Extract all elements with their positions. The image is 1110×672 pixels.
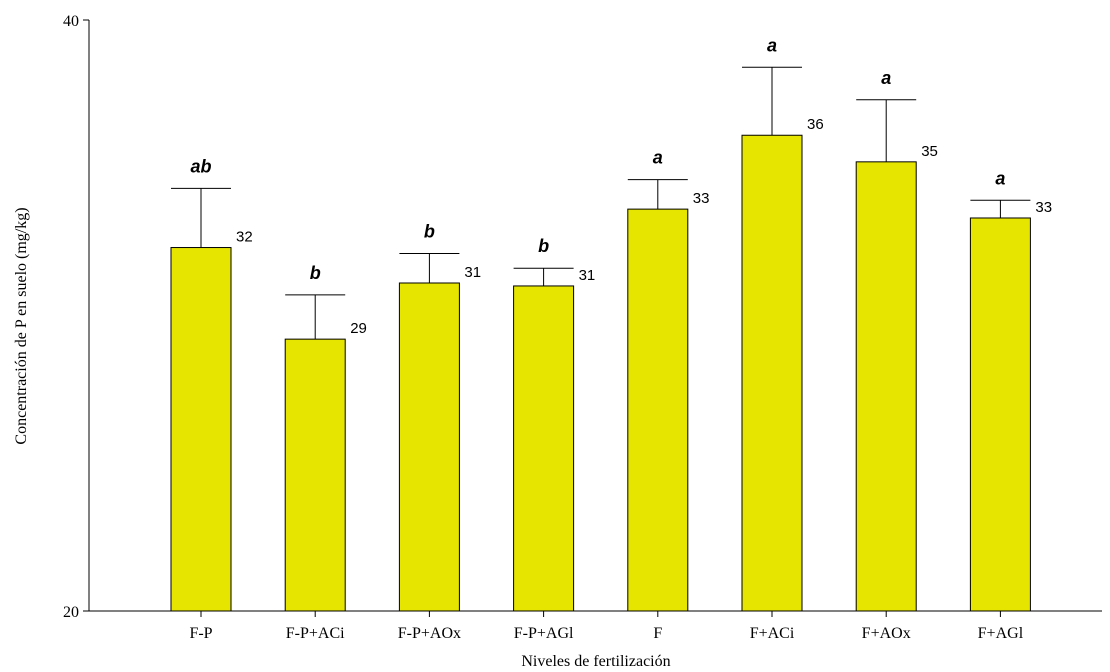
x-ticks: F-P F-P+ACi F-P+AOx F-P+AGl F F+ACi F+AOx F+AGl [189,611,1024,642]
y-tick-label: 20 [63,604,79,621]
significance-letter: a [995,168,1005,188]
data-label: 29 [350,320,367,337]
bar [741,134,803,612]
x-axis-label: Niveles de fertilización [521,653,670,670]
significance-letter: a [767,35,777,55]
bar [284,338,346,612]
bar [398,282,460,612]
x-tick-label: F+AOx [862,625,911,642]
data-label: 31 [579,267,596,284]
significance-letter: ab [190,156,211,176]
data-label: 32 [236,229,253,246]
significance-letter: a [881,68,891,88]
x-tick-label: F-P+AGl [514,625,574,642]
x-tick-label: F+AGl [978,625,1024,642]
bar [627,208,689,612]
significance-letter: b [310,263,321,283]
x-tick-label: F-P+ACi [286,625,345,642]
significance-letter: b [424,221,435,241]
data-label: 33 [1035,199,1052,216]
y-tick-label: 40 [63,13,79,30]
chart-axes [88,20,1102,612]
bar [513,285,575,612]
x-tick-label: F+ACi [750,625,795,642]
y-axis-label: Concentración de P en suelo (mg/kg) [13,207,30,444]
bar [170,247,232,612]
x-tick-label: F [653,625,662,642]
data-label: 35 [921,143,938,160]
data-label: 31 [464,264,481,281]
bars: 32 ab 29 b 31 b 31 b 33 a 36 a 35 a 33 a [170,35,1052,612]
significance-letter: b [538,236,549,256]
x-tick-label: F-P [189,625,212,642]
bar [969,217,1031,612]
data-label: 36 [807,116,824,133]
x-tick-label: F-P+AOx [398,625,461,642]
significance-letter: a [653,148,663,168]
bar [855,161,917,612]
data-label: 33 [693,190,710,207]
